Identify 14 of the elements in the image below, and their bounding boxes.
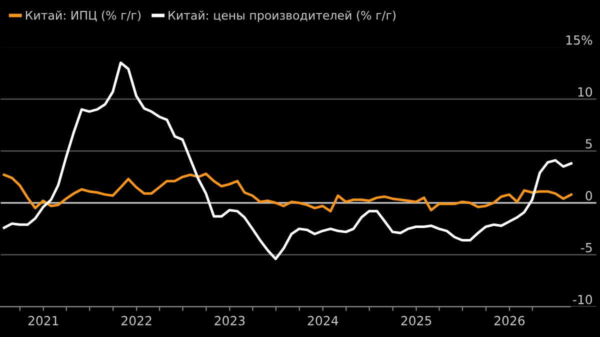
y-tick-label: -10: [573, 294, 592, 304]
x-tick-label: 2022: [122, 316, 152, 326]
y-tick-label: 0: [586, 190, 592, 200]
y-tick-label: 15%: [566, 35, 592, 45]
y-tick-label: 5: [586, 139, 592, 149]
legend-label: Китай: ИПЦ (% г/г): [26, 10, 141, 22]
x-tick-label: 2025: [401, 316, 432, 326]
legend-label: Китай: цены производителей (% г/г): [168, 10, 396, 22]
y-tick-label: 10: [578, 87, 592, 97]
x-tick-label: 2023: [214, 316, 245, 326]
x-tick-label: 2026: [494, 316, 525, 326]
x-tick-label: 2021: [28, 316, 58, 326]
y-tick-label: -5: [580, 243, 592, 252]
x-tick-label: 2024: [308, 316, 338, 326]
